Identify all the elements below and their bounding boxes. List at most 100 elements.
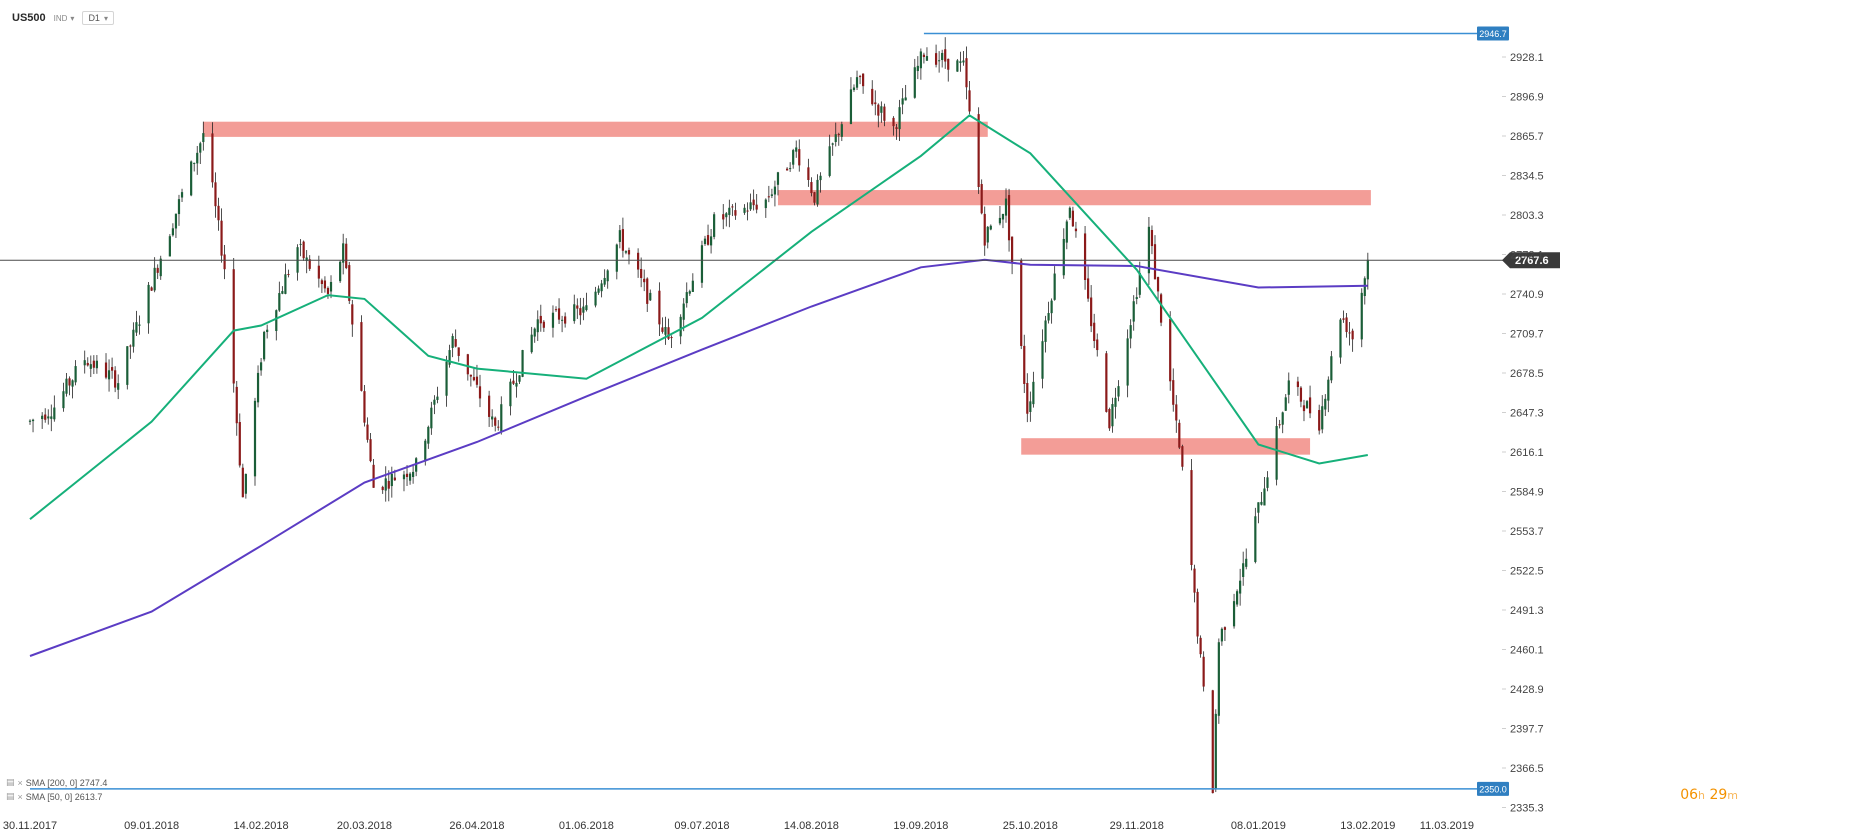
candle	[1178, 419, 1181, 450]
candle-body	[883, 106, 886, 121]
candle-body	[1305, 401, 1309, 409]
candle-body	[627, 250, 631, 255]
candle	[153, 257, 156, 293]
candle-body	[725, 213, 728, 218]
candle-body	[643, 278, 646, 283]
candle	[618, 225, 621, 249]
candle	[263, 330, 266, 362]
candle-body	[877, 104, 880, 116]
chevron-down-icon: ▾	[103, 13, 108, 23]
level-label: 2946.7	[1479, 29, 1507, 39]
candle	[1366, 252, 1369, 290]
candle-body	[1275, 425, 1278, 480]
candle-body	[180, 192, 184, 198]
candle	[792, 148, 795, 169]
candle	[135, 310, 138, 336]
candle	[244, 473, 247, 499]
legend-sma200[interactable]: ▤ × SMA [200, 0] 2747.4	[6, 777, 107, 788]
candle-body	[947, 58, 950, 70]
candle-body	[345, 243, 348, 269]
candle	[1245, 548, 1248, 570]
chart-toolbar: US500 IND ▾ D1 ▾	[12, 11, 114, 25]
candle	[947, 58, 950, 82]
x-tick-label: 25.10.2018	[1003, 820, 1058, 832]
instrument-type[interactable]: IND ▾	[54, 14, 75, 23]
candle-body	[500, 404, 503, 432]
candle-body	[1111, 404, 1114, 427]
candle	[1235, 589, 1239, 607]
candle-body	[390, 473, 393, 487]
candle	[266, 324, 269, 339]
candle-body	[810, 182, 813, 194]
candle-body	[1001, 213, 1005, 220]
candle-body	[89, 364, 92, 369]
resistance-zone	[777, 190, 1371, 206]
candle	[962, 51, 965, 66]
interval-select[interactable]: D1 ▾	[82, 11, 114, 25]
candle	[138, 315, 141, 335]
candle	[469, 374, 472, 387]
candle-body	[989, 225, 992, 230]
timer-hours: 06	[1680, 787, 1699, 803]
candle	[944, 37, 947, 69]
candle-body	[533, 328, 536, 337]
candle-body	[147, 284, 150, 324]
candle-body	[713, 214, 716, 237]
candle	[95, 355, 98, 374]
candle	[1071, 206, 1075, 227]
candle-body	[153, 267, 156, 291]
candle-body	[521, 350, 524, 377]
candle-body	[1071, 210, 1075, 227]
candle	[104, 353, 108, 380]
candle-body	[1257, 502, 1260, 513]
candle-body	[238, 422, 241, 466]
candle	[773, 180, 777, 207]
candle	[700, 240, 704, 288]
candle	[1217, 638, 1220, 724]
candle-body	[278, 293, 281, 311]
candle	[1065, 219, 1068, 250]
candle-body	[174, 213, 178, 229]
candle	[1348, 322, 1351, 346]
candle-body	[1193, 568, 1196, 593]
close-icon[interactable]: ×	[17, 777, 23, 788]
candle-body	[560, 319, 564, 321]
candle-body	[807, 167, 810, 181]
candle	[1041, 329, 1044, 389]
candle-body	[1181, 446, 1184, 467]
y-tick-label: 2865.7	[1510, 131, 1544, 143]
candle-body	[579, 308, 582, 316]
candle-body	[1053, 273, 1056, 300]
settings-icon[interactable]: ▤	[6, 777, 15, 787]
candle	[214, 172, 217, 218]
candle-body	[834, 134, 837, 143]
symbol-label[interactable]: US500	[12, 12, 46, 24]
candle-body	[557, 308, 561, 320]
candle-body	[1296, 381, 1300, 388]
settings-icon[interactable]: ▤	[6, 791, 15, 801]
x-tick-label: 01.06.2018	[559, 820, 614, 832]
chevron-down-icon: ▾	[70, 13, 75, 23]
candle-body	[1087, 278, 1090, 299]
current-price-badge-shape	[1502, 252, 1560, 269]
candle-body	[478, 386, 482, 399]
close-icon[interactable]: ×	[17, 791, 23, 802]
candle-body	[1150, 229, 1154, 247]
x-tick-label: 14.02.2018	[234, 820, 289, 832]
legend-sma50[interactable]: ▤ × SMA [50, 0] 2613.7	[6, 791, 102, 802]
candle-body	[564, 316, 567, 324]
candle	[1150, 225, 1154, 255]
candle-body	[1047, 313, 1050, 321]
candle-body	[1318, 410, 1321, 431]
candle-body	[281, 291, 284, 294]
candle-body	[302, 241, 305, 259]
candle	[366, 417, 369, 443]
candle-body	[1242, 563, 1245, 577]
candle	[722, 204, 725, 230]
candle-body	[433, 399, 436, 405]
candle	[1284, 394, 1287, 412]
candle	[211, 122, 214, 188]
candle-body	[256, 372, 260, 403]
candle	[156, 264, 159, 280]
